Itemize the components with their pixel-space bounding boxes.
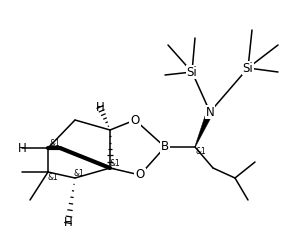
Text: Si: Si (242, 61, 253, 75)
Text: O: O (130, 114, 140, 126)
Text: H: H (64, 217, 72, 229)
Text: &1: &1 (48, 174, 59, 183)
Polygon shape (195, 111, 213, 147)
Text: &1: &1 (195, 147, 206, 157)
Text: &1: &1 (73, 169, 84, 179)
Text: N: N (206, 105, 214, 119)
Text: Si: Si (187, 65, 197, 78)
Text: &1: &1 (50, 140, 61, 148)
Text: &1: &1 (110, 158, 121, 168)
Text: H: H (18, 141, 26, 154)
Text: B: B (161, 141, 169, 153)
Text: O: O (135, 168, 145, 181)
Text: H: H (96, 101, 104, 114)
